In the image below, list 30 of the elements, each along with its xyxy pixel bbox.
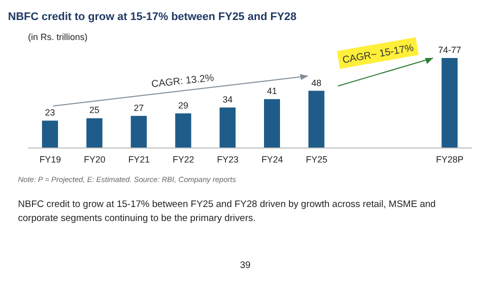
- data-label: 25: [89, 105, 100, 116]
- text: 39: [240, 260, 251, 271]
- bar: [264, 99, 280, 148]
- bar: [442, 58, 458, 148]
- data-label: 41: [266, 86, 278, 96]
- data-label: 74-77: [438, 45, 462, 55]
- chart-subtitle: (in Rs. trillions): [28, 32, 88, 42]
- x-tick-label: FY25: [306, 154, 328, 164]
- annotation: CAGR: 13.2%: [150, 72, 215, 90]
- bar: [220, 107, 236, 148]
- data-label: 29: [178, 100, 188, 110]
- data-label: 48: [311, 78, 322, 88]
- bar: [175, 113, 192, 148]
- bar: [308, 90, 324, 148]
- bar: [42, 120, 58, 148]
- x-tick-label: FY28P: [436, 154, 464, 164]
- bar: [86, 118, 102, 148]
- x-tick-label: FY24: [261, 154, 283, 164]
- bar: [130, 116, 147, 148]
- text: NBFC credit to grow at 15-17% between FY25 and FY28 driven by growth across retail, MSME and corporate segments continuing to be the primary drivers.: [18, 198, 437, 226]
- x-tick-label: FY22: [172, 154, 194, 164]
- x-tick-label: FY21: [128, 154, 150, 164]
- x-tick-label: FY20: [84, 154, 106, 164]
- chart-title: NBFC credit to grow at 15-17% between FY25 and FY28: [8, 10, 298, 25]
- annotation: CAGR~ 15-17%: [342, 42, 415, 66]
- data-label: 27: [134, 102, 144, 113]
- x-tick-label: FY23: [217, 154, 239, 164]
- data-label: 23: [44, 108, 56, 118]
- data-label: 34: [222, 94, 233, 104]
- x-tick-label: FY19: [39, 154, 61, 164]
